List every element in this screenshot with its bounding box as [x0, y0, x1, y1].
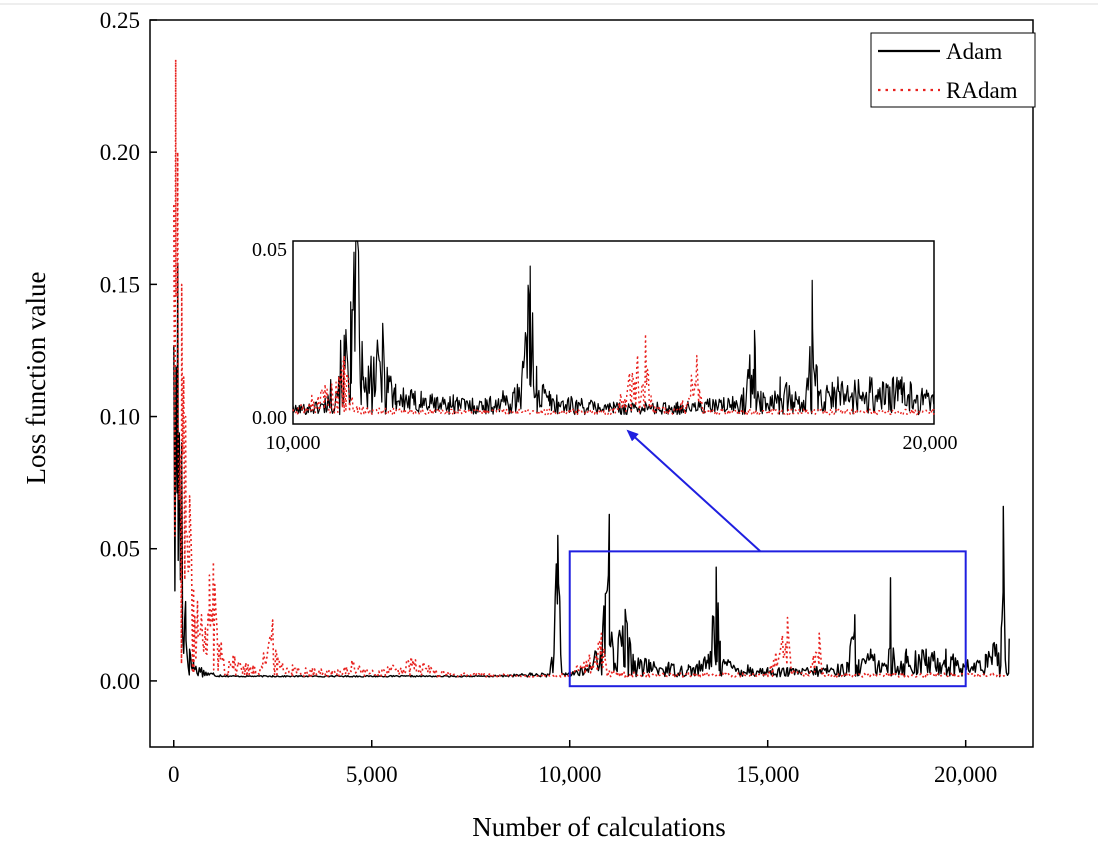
legend-box: [870, 32, 1036, 108]
series-line-adam: [173, 262, 1010, 678]
legend-label-radam: RAdam: [946, 78, 1018, 103]
y-tick-label: 0.25: [100, 8, 140, 33]
x-axis: 0 5,000 10,000 15,000 20,000: [168, 740, 997, 787]
inset-y-tick-label-max: 0.05: [252, 239, 287, 261]
zoom-layer: [568, 429, 967, 688]
inset-x-tick-label-max: 20,000: [903, 432, 958, 454]
y-tick-label: 0.10: [100, 405, 140, 430]
inset-series-line-radam: [292, 333, 935, 416]
y-tick-label: 0.05: [100, 537, 140, 562]
legend-label-adam: Adam: [946, 39, 1002, 64]
plot-frame: [149, 19, 1034, 748]
x-axis-title: Number of calculations: [472, 812, 725, 842]
y-tick-label: 0.20: [100, 140, 140, 165]
y-tick-label: 0.15: [100, 272, 140, 297]
series-layer: [173, 58, 1010, 678]
inset-x-tick-label-min: 10,000: [266, 432, 321, 454]
x-tick-label: 5,000: [346, 762, 398, 787]
x-tick-label: 15,000: [736, 762, 799, 787]
x-tick-label: 10,000: [538, 762, 601, 787]
legend: Adam RAdam: [870, 32, 1036, 108]
y-axis: 0.00 0.05 0.10 0.15 0.20 0.25: [100, 8, 157, 694]
y-tick-label: 0.00: [100, 669, 140, 694]
inset-frame: [292, 240, 935, 425]
zoom-box: [568, 550, 967, 688]
inset-series-layer: [292, 240, 935, 416]
inset-series-line-adam: [292, 240, 935, 416]
inset-y-tick-label-min: 0.00: [252, 407, 287, 429]
inset: 0.05 0.00 10,000 20,000: [252, 239, 958, 454]
x-tick-label: 0: [168, 762, 180, 787]
y-axis-title: Loss function value: [21, 272, 51, 485]
x-tick-label: 20,000: [934, 762, 997, 787]
zoom-arrow: [626, 429, 761, 552]
